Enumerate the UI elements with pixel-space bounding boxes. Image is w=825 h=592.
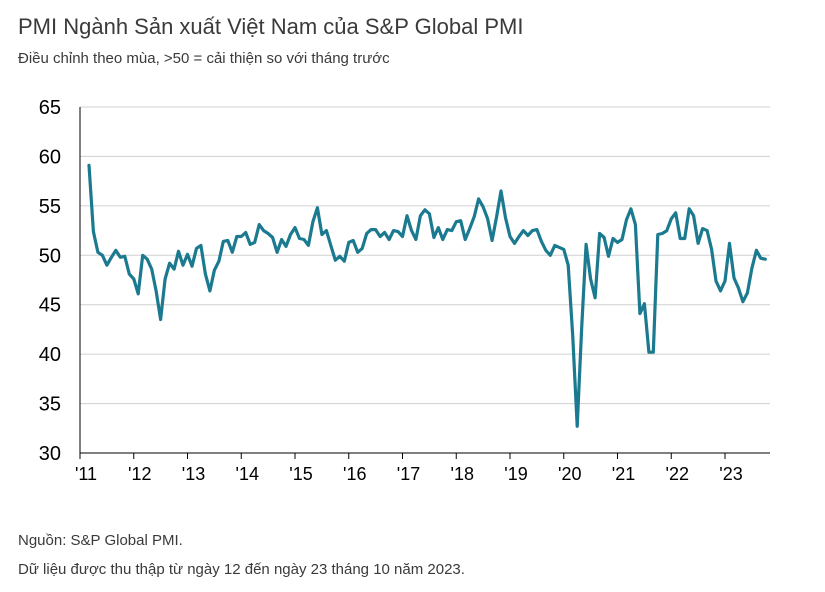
y-tick-label: 55 (39, 196, 61, 218)
y-tick-label: 40 (39, 344, 61, 366)
x-tick-label: '11 (75, 464, 97, 484)
x-tick-label: '23 (719, 464, 742, 484)
x-tick-label: '14 (236, 464, 259, 484)
x-tick-label: '17 (397, 464, 420, 484)
y-tick-label: 35 (39, 394, 61, 416)
x-tick-label: '13 (182, 464, 205, 484)
x-tick-label: '21 (612, 464, 635, 484)
axes (79, 107, 770, 459)
x-tick-label: '22 (666, 464, 689, 484)
y-tick-label: 30 (39, 443, 61, 465)
x-tick-label: '15 (289, 464, 312, 484)
x-tick-label: '18 (451, 464, 474, 484)
grid-lines (80, 106, 770, 405)
source-note: Nguồn: S&P Global PMI. (18, 532, 183, 549)
y-tick-label: 45 (39, 295, 61, 317)
tick-labels: 30 35 40 45 50 55 60 65 '11 '12 '13 '14 '15 '16 '17 '18… (39, 97, 743, 484)
x-tick-label: '19 (504, 464, 527, 484)
series-layer (87, 163, 767, 428)
x-tick-label: '12 (128, 464, 151, 484)
y-tick-label: 65 (39, 97, 61, 119)
y-tick-label: 50 (39, 245, 61, 267)
pmi-series-line (87, 163, 767, 428)
y-tick-label: 60 (39, 146, 61, 168)
x-tick-label: '16 (343, 464, 366, 484)
pmi-line-chart: 30 35 40 45 50 55 60 65 '11 '12 '13 '14 '15 '16 '17 '18… (39, 97, 770, 484)
x-tick-label: '20 (558, 464, 581, 484)
data-collection-note: Dữ liệu được thu thập từ ngày 12 đến ngà… (18, 561, 465, 578)
chart-title: PMI Ngành Sản xuất Việt Nam của S&P Glob… (18, 14, 524, 39)
chart-subtitle: Điều chỉnh theo mùa, >50 = cải thiện so … (18, 50, 390, 67)
